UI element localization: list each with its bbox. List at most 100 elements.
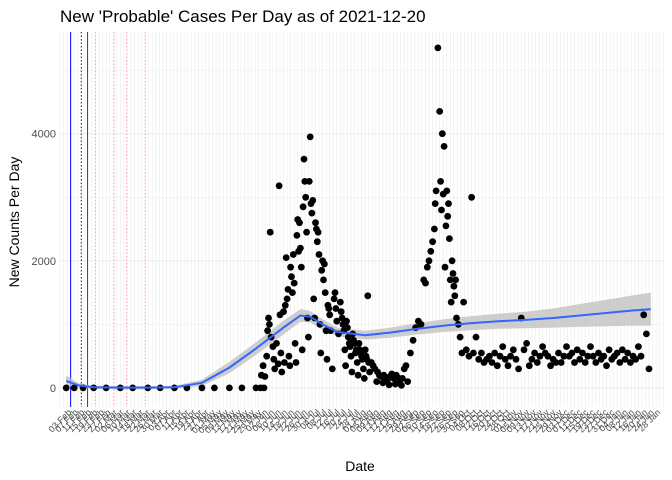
smooth-band	[66, 292, 651, 390]
data-point	[291, 340, 299, 347]
data-point	[587, 343, 594, 350]
data-point	[438, 206, 445, 214]
data-point	[280, 308, 287, 316]
data-point	[385, 381, 393, 389]
data-point	[260, 384, 268, 392]
data-point	[613, 349, 621, 357]
data-point	[528, 355, 536, 363]
data-point	[354, 371, 362, 379]
data-point	[318, 266, 326, 274]
data-point	[283, 295, 291, 303]
data-point	[460, 298, 467, 306]
data-point	[568, 349, 576, 357]
data-point	[333, 317, 341, 325]
data-point	[441, 263, 449, 271]
data-point	[595, 349, 602, 357]
data-point	[462, 346, 470, 354]
data-point	[407, 349, 414, 357]
data-point	[605, 346, 613, 354]
data-point	[298, 346, 306, 354]
data-point	[624, 349, 632, 357]
data-point	[525, 362, 533, 370]
data-point	[270, 355, 278, 363]
data-point	[512, 355, 520, 363]
data-point	[496, 352, 504, 360]
data-point	[336, 298, 344, 306]
data-point	[547, 362, 554, 370]
data-point	[515, 365, 522, 373]
data-point	[321, 289, 329, 296]
data-point	[361, 346, 369, 354]
data-point	[446, 276, 454, 284]
data-point	[447, 298, 455, 306]
data-point	[504, 362, 512, 370]
data-point	[555, 349, 562, 357]
y-tick-label: 0	[50, 383, 56, 395]
data-point	[263, 352, 271, 360]
data-point	[305, 333, 312, 341]
data-point	[478, 349, 485, 357]
data-point	[398, 382, 405, 389]
data-point	[499, 343, 507, 350]
data-point	[539, 343, 546, 350]
data-point	[417, 321, 425, 328]
data-point	[637, 352, 645, 360]
data-point	[443, 187, 451, 195]
data-point	[331, 289, 339, 296]
y-tick-label: 2000	[32, 256, 56, 268]
data-point	[442, 222, 450, 230]
data-point	[501, 355, 509, 363]
y-axis-ticks: 0 2000 4000	[32, 129, 56, 395]
data-point	[337, 308, 345, 316]
data-point	[427, 247, 435, 255]
data-point	[198, 384, 206, 392]
data-point	[507, 352, 514, 360]
data-point	[360, 375, 368, 382]
data-point	[621, 355, 629, 363]
data-point	[431, 225, 438, 233]
confidence-band	[66, 292, 651, 390]
data-point	[313, 238, 321, 246]
data-point	[600, 352, 608, 360]
data-point	[226, 384, 233, 392]
data-point	[592, 359, 600, 366]
data-point	[341, 346, 349, 354]
data-point	[470, 349, 477, 357]
scatter-points	[62, 44, 653, 392]
data-point	[448, 257, 456, 265]
data-point	[325, 305, 333, 312]
data-point	[238, 384, 246, 392]
data-point	[399, 375, 406, 382]
data-point	[456, 333, 464, 341]
data-point	[571, 359, 578, 366]
data-point	[326, 311, 334, 319]
data-point	[573, 346, 581, 354]
data-point	[563, 343, 570, 350]
data-point	[437, 178, 444, 185]
data-point	[302, 193, 310, 201]
x-axis-title: Date	[345, 458, 375, 474]
data-point	[293, 232, 301, 239]
data-point	[266, 228, 274, 236]
data-point	[438, 130, 446, 138]
data-point	[303, 228, 310, 236]
data-point	[523, 340, 530, 347]
data-point	[62, 384, 70, 392]
data-point	[273, 340, 280, 347]
data-point	[431, 200, 439, 208]
data-point	[285, 352, 293, 360]
data-point	[449, 270, 457, 277]
data-point	[425, 257, 433, 265]
data-point	[286, 362, 294, 370]
data-point	[645, 365, 653, 373]
data-point	[287, 263, 294, 271]
data-point	[366, 368, 373, 376]
data-point	[297, 244, 304, 252]
data-point	[445, 200, 452, 208]
data-point	[70, 384, 78, 392]
data-point	[422, 279, 429, 287]
data-point	[299, 203, 307, 211]
data-point	[211, 384, 218, 392]
